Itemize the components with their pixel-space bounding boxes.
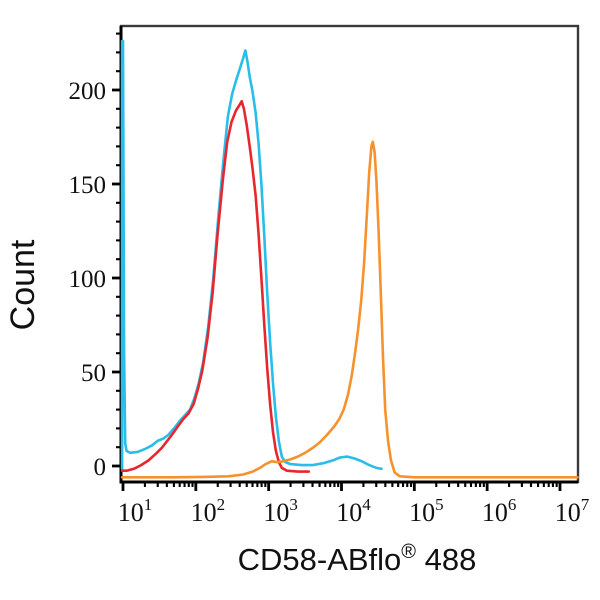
x-axis-title: CD58-ABflo® 488 (238, 541, 477, 577)
x-tick-label: 106 (482, 495, 517, 527)
x-tick-label: 103 (263, 495, 298, 527)
y-tick-label: 50 (81, 360, 106, 387)
y-axis-title: Count (4, 239, 42, 330)
y-tick-label: 150 (69, 172, 107, 199)
x-tick-label: 102 (191, 495, 226, 527)
histogram-curves (120, 39, 579, 479)
x-axis-ticks: 101 102 103 104 105 106 107 (118, 482, 590, 527)
x-tick-label: 101 (118, 495, 153, 527)
x-tick-label: 107 (555, 495, 590, 527)
y-axis-ticks: 0 50 100 150 200 (69, 32, 121, 481)
y-tick-label: 0 (94, 454, 107, 481)
x-tick-label: 105 (409, 495, 444, 527)
histogram-curve-cyan (120, 39, 383, 471)
histogram-curve-red (120, 100, 310, 473)
y-tick-label: 100 (69, 266, 107, 293)
x-tick-label: 104 (336, 495, 371, 527)
y-tick-label: 200 (69, 78, 107, 105)
histogram-curve-orange (120, 140, 579, 479)
